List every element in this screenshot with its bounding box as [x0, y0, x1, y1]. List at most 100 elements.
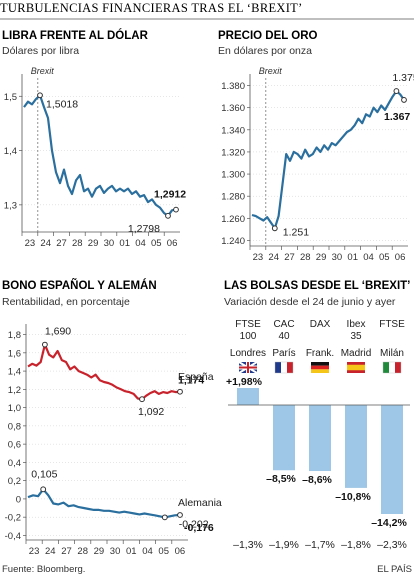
it-flag-icon — [395, 362, 401, 373]
index-name: 40 — [278, 331, 290, 342]
data-point-marker — [165, 212, 171, 219]
y-tick-label: 0,4 — [8, 458, 21, 469]
y-tick-label: 1.260 — [221, 214, 245, 225]
panel-libra: LIBRA FRENTE AL DÓLAR Dólares por libra … — [2, 29, 186, 249]
y-tick-label: -0,2 — [5, 513, 21, 524]
x-tick-label: 23 — [25, 238, 36, 249]
credit-note: EL PAÍS — [377, 564, 412, 575]
es-flag-icon — [347, 364, 365, 371]
data-label: 1,5018 — [46, 98, 78, 110]
y-tick-label: 1,0 — [8, 403, 21, 414]
y-tick-label: 1.280 — [221, 192, 245, 203]
x-tick-label: 30 — [104, 238, 115, 249]
x-tick-label: 23 — [253, 252, 264, 263]
bar — [237, 388, 259, 405]
fr-flag-icon — [287, 362, 293, 373]
city-name: Milán — [380, 348, 404, 359]
bar — [381, 405, 403, 514]
bar-value-label: –8,5% — [266, 473, 296, 485]
x-tick-label: 04 — [135, 238, 146, 249]
y-tick-label: 1.320 — [221, 147, 245, 158]
series-name-label: Alemania — [178, 497, 222, 509]
x-tick-label: 23 — [29, 546, 40, 557]
data-point-marker — [40, 486, 47, 493]
index-name: FTSE — [379, 319, 405, 330]
x-tick-label: 05 — [158, 546, 169, 557]
bar-value-label: –8,6% — [302, 474, 332, 486]
x-tick-label: 28 — [77, 546, 88, 557]
source-note: Fuente: Bloomberg. — [2, 564, 85, 575]
index-name: 100 — [240, 331, 257, 342]
y-tick-label: 1.240 — [221, 236, 245, 247]
panel-bolsas: LAS BOLSAS DESDE EL ‘BREXIT’ Variación d… — [224, 280, 410, 551]
oro-subtitle: En dólares por onza — [218, 45, 312, 57]
index-name: CAC — [273, 319, 294, 330]
x-tick-label: 24 — [268, 252, 279, 263]
x-tick-label: 27 — [284, 252, 295, 263]
data-label: 1,2798 — [128, 223, 160, 235]
data-label: 0,105 — [31, 468, 57, 480]
y-tick-label: 1,3 — [4, 200, 17, 211]
index-name: Ibex — [347, 319, 366, 330]
city-name: París — [272, 348, 295, 359]
y-tick-label: 0 — [16, 494, 21, 505]
x-tick-label: 01 — [119, 238, 130, 249]
it-flag-icon — [382, 361, 402, 374]
x-tick-label: 01 — [347, 252, 358, 263]
brexit-marker-label: Brexit — [259, 66, 283, 76]
x-tick-label: 27 — [61, 546, 72, 557]
daily-change-label: –1,7% — [305, 539, 335, 551]
daily-change-label: –1,8% — [341, 539, 371, 551]
x-tick-label: 24 — [45, 546, 56, 557]
data-point-marker — [173, 206, 179, 213]
bar-value-label: –10,8% — [335, 491, 371, 503]
panel-oro: PRECIO DEL ORO En dólares por onza 1.240… — [218, 30, 414, 263]
data-point-marker — [271, 225, 278, 232]
series-line-0 — [251, 89, 405, 230]
x-tick-label: 29 — [316, 252, 327, 263]
data-label: 1,690 — [45, 326, 71, 338]
x-tick-label: 01 — [126, 546, 137, 557]
fr-flag-icon — [275, 362, 281, 373]
data-point-marker — [401, 97, 407, 103]
data-point-marker — [41, 341, 48, 348]
y-tick-label: 1,4 — [4, 146, 17, 157]
uk-flag-icon — [239, 366, 257, 369]
data-label: -0,176 — [184, 522, 214, 534]
y-tick-label: -0,4 — [5, 531, 21, 542]
data-point-marker — [393, 88, 400, 94]
y-tick-label: 1.340 — [221, 125, 245, 136]
x-tick-label: 05 — [151, 238, 162, 249]
x-tick-label: 04 — [142, 546, 153, 557]
data-point-marker — [37, 92, 43, 99]
y-tick-label: 1,4 — [8, 367, 21, 378]
de-flag-icon — [311, 362, 329, 366]
data-label: -0,202 — [179, 518, 209, 530]
y-tick-label: 1.300 — [221, 170, 245, 181]
bonos-subtitle: Rentabilidad, en porcentaje — [2, 296, 130, 308]
y-tick-label: 1.380 — [221, 81, 245, 92]
daily-change-label: –2,3% — [377, 539, 407, 551]
series-line-0 — [23, 94, 177, 217]
data-label: 1,174 — [178, 375, 204, 387]
y-tick-label: 0,8 — [8, 421, 21, 432]
it-flag-icon — [389, 362, 395, 373]
x-tick-label: 30 — [110, 546, 121, 557]
bolsas-title: LAS BOLSAS DESDE EL ‘BREXIT’ — [224, 280, 410, 292]
y-tick-label: 1,6 — [8, 348, 21, 359]
x-tick-label: 28 — [72, 238, 83, 249]
y-tick-label: 0,2 — [8, 476, 21, 487]
y-tick-label: 1,8 — [8, 330, 21, 341]
main-title: TURBULENCIAS FINANCIERAS TRAS EL ‘BREXIT… — [0, 1, 303, 15]
series-line-alemania — [27, 488, 181, 519]
bonos-title: BONO ESPAÑOL Y ALEMÁN — [2, 279, 157, 292]
x-tick-label: 29 — [88, 238, 99, 249]
data-label: 1,092 — [138, 406, 164, 418]
city-name: Madrid — [341, 348, 372, 359]
bar — [309, 405, 331, 472]
index-name: DAX — [310, 319, 331, 330]
brexit-marker-label: Brexit — [31, 66, 55, 76]
bar-value-label: +1,98% — [226, 376, 263, 388]
bar — [345, 405, 367, 488]
